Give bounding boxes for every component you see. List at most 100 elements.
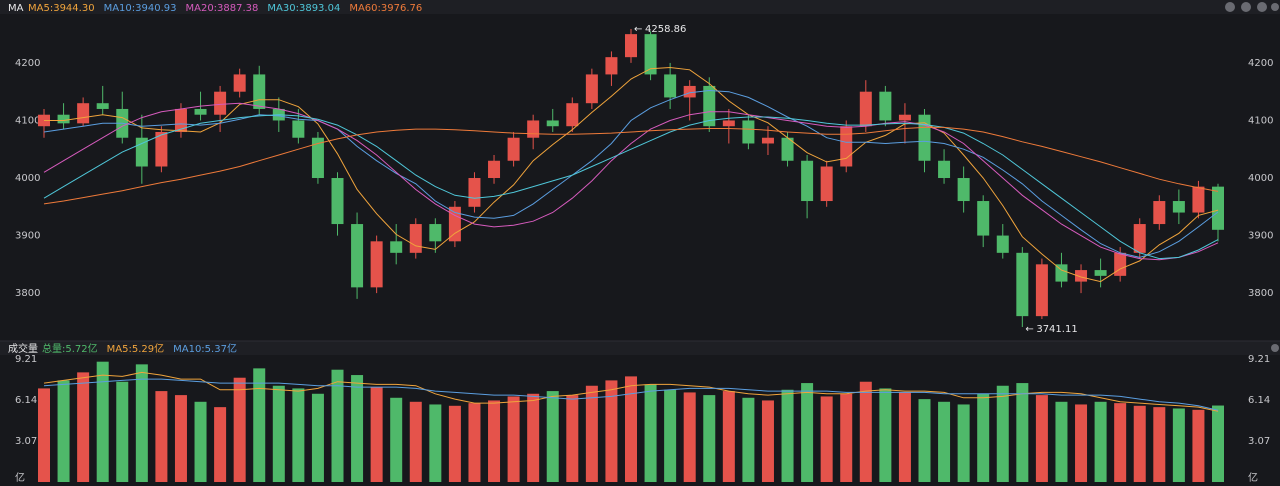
- y-tick-label-right: 4000: [1248, 173, 1273, 184]
- candle-body: [546, 120, 559, 127]
- volume-bar: [625, 376, 637, 482]
- volume-bar: [722, 391, 735, 482]
- candle-body: [351, 224, 364, 288]
- volume-bar: [820, 396, 833, 482]
- candle-body: [429, 224, 442, 242]
- volume-bar: [957, 404, 970, 482]
- candle-body: [155, 131, 168, 167]
- reset[interactable]: [1257, 2, 1267, 12]
- unit-label-right: 亿: [1248, 471, 1258, 484]
- volume-bar: [272, 385, 285, 482]
- volume-bar: [683, 392, 696, 482]
- candle-body: [585, 74, 598, 104]
- volume-bar: [1035, 395, 1048, 482]
- y-tick-label: 4000: [15, 173, 40, 184]
- settings[interactable]: [1271, 3, 1279, 11]
- y-tick-label: 3.07: [15, 436, 37, 447]
- volume-bar: [840, 393, 853, 482]
- volume-bar: [292, 388, 305, 482]
- candle-body: [820, 166, 833, 202]
- volume-bar: [703, 395, 716, 482]
- legend-entry: 总量:5.72亿: [42, 342, 98, 355]
- volume-bar: [488, 400, 501, 482]
- candle-body: [1035, 264, 1048, 317]
- candle-body: [96, 103, 109, 109]
- candle-body: [605, 57, 618, 75]
- y-tick-label-right: 3800: [1248, 288, 1273, 299]
- volume-bar: [918, 399, 931, 482]
- y-tick-label-right: 4100: [1248, 115, 1273, 126]
- y-tick-label: 9.21: [15, 354, 37, 365]
- candle-body: [683, 85, 696, 98]
- volume-bar: [1192, 409, 1205, 482]
- candle-body: [1192, 186, 1205, 213]
- candle-body: [409, 224, 422, 253]
- candle-body: [879, 91, 892, 121]
- volume-bar: [801, 383, 814, 482]
- y-tick-label-right: 3900: [1248, 231, 1273, 242]
- ma-line: [43, 126, 1219, 205]
- candle-body: [390, 241, 403, 253]
- candle-body: [507, 137, 520, 161]
- candle-body: [57, 114, 70, 124]
- volume-bar: [174, 395, 187, 482]
- volume-bar: [77, 372, 90, 482]
- volume-bar: [546, 391, 559, 482]
- volume-bar: [781, 389, 794, 482]
- candle-body: [859, 91, 872, 127]
- candle-body: [566, 103, 579, 127]
- volume-bar: [0, 341, 1280, 355]
- candle-body: [703, 85, 716, 127]
- y-tick-label-right: 3.07: [1248, 436, 1270, 447]
- candle-body: [664, 74, 677, 98]
- volume-bar: [370, 387, 383, 482]
- candle-body: [977, 201, 990, 236]
- candle-body: [214, 91, 227, 115]
- volume-bar: [351, 375, 364, 482]
- candle-body: [527, 120, 540, 138]
- volume-bar: [1114, 403, 1127, 482]
- legend-entry: MA10:5.37亿: [173, 342, 237, 355]
- volume-bar: [1172, 408, 1185, 482]
- candle-body: [331, 178, 344, 225]
- candle-body: [77, 103, 90, 124]
- top-bar: [0, 0, 1280, 14]
- legend-entry: MA5:3944.30: [28, 3, 95, 14]
- legend-entry: MA60:3976.76: [349, 3, 422, 14]
- candle-body: [1212, 186, 1224, 230]
- candle-body: [938, 160, 951, 179]
- volume-bar: [390, 397, 403, 482]
- legend-entry: MA10:3940.93: [104, 3, 177, 14]
- zoom-in[interactable]: [1241, 2, 1251, 12]
- candle-body: [801, 160, 814, 202]
- y-tick-label: 4100: [15, 115, 40, 126]
- candle-body: [722, 120, 735, 127]
- zoom-out[interactable]: [1225, 2, 1235, 12]
- y-tick-label: 3800: [15, 288, 40, 299]
- candle-body: [1153, 201, 1166, 225]
- volume-bar: [429, 404, 442, 482]
- ma-line: [43, 89, 1219, 258]
- volume-bar: [96, 361, 109, 482]
- legend-entry: MA20:3887.38: [185, 3, 258, 14]
- candle-body: [644, 34, 657, 75]
- candle-body: [1055, 264, 1068, 282]
- volume-bar: [38, 388, 50, 482]
- unit-label: 亿: [15, 471, 25, 484]
- volume-bar: [1055, 401, 1068, 482]
- volume-bar: [1212, 405, 1224, 482]
- volume-title: 成交量: [8, 342, 38, 355]
- volume-bar: [1153, 407, 1166, 482]
- volume-bar: [448, 405, 461, 482]
- y-tick-label: 3900: [15, 231, 40, 242]
- y-tick-label-right: 4200: [1248, 58, 1273, 69]
- volume-bar: [1016, 383, 1029, 482]
- candle-body: [1114, 252, 1127, 276]
- volume-bar: [233, 377, 246, 482]
- ma-line: [43, 102, 1219, 261]
- candle-body: [761, 137, 774, 144]
- price-title: MA: [8, 3, 24, 14]
- volume-settings[interactable]: [1271, 344, 1279, 352]
- volume-bar: [1075, 404, 1088, 482]
